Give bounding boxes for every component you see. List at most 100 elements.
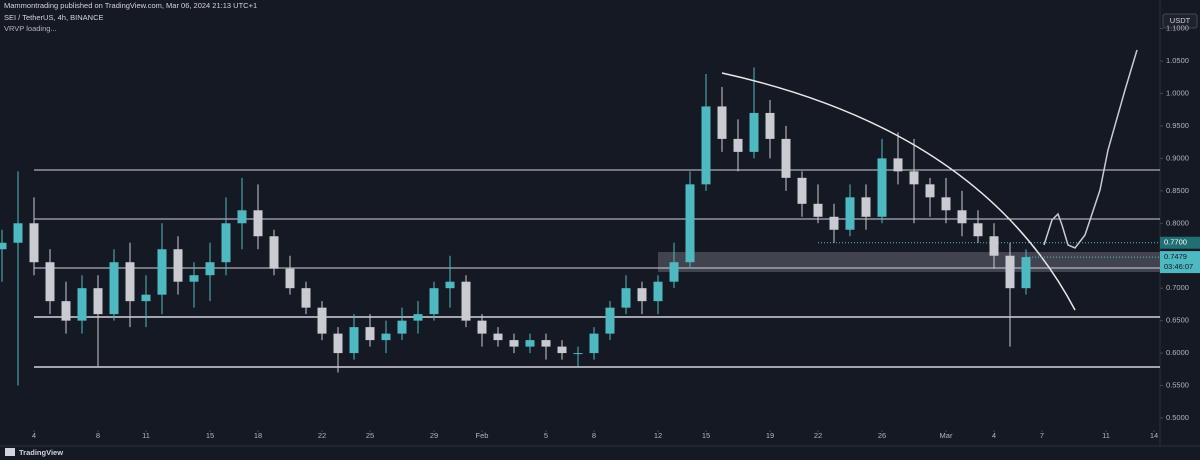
candle-body xyxy=(893,158,903,172)
candle-body xyxy=(269,236,279,269)
x-tick-label: 25 xyxy=(366,431,374,440)
x-tick-label: 8 xyxy=(592,431,596,440)
y-tick-label: 1.1000 xyxy=(1166,24,1189,33)
candle-body xyxy=(861,197,871,217)
x-tick-label: 22 xyxy=(814,431,822,440)
x-tick-label: 8 xyxy=(96,431,100,440)
candle-body xyxy=(669,262,679,282)
candle-body xyxy=(13,223,23,243)
y-tick-label: 0.5000 xyxy=(1166,413,1189,422)
candle-body xyxy=(365,327,375,341)
y-tick-label: 0.9500 xyxy=(1166,121,1189,130)
candle-body xyxy=(637,288,647,302)
x-tick-label: 4 xyxy=(992,431,996,440)
x-tick-label: Mar xyxy=(940,431,953,440)
zone xyxy=(658,251,1160,272)
candle-body xyxy=(829,216,839,230)
candle-body xyxy=(509,340,519,347)
last-price-box xyxy=(1160,251,1200,274)
candle-body xyxy=(685,184,695,263)
x-tick-label: 12 xyxy=(654,431,662,440)
candle-body xyxy=(749,112,759,152)
y-tick-label: 0.7000 xyxy=(1166,283,1189,292)
x-tick-label: 19 xyxy=(766,431,774,440)
candle-body xyxy=(541,340,551,347)
last-price-label: 0.7479 xyxy=(1164,252,1187,261)
candle-body xyxy=(333,333,343,354)
candle-body xyxy=(349,327,359,354)
candle-body xyxy=(557,346,567,354)
candle-body xyxy=(973,223,983,237)
x-tick-label: 4 xyxy=(32,431,36,440)
candle-body xyxy=(205,262,215,276)
x-tick-label: 18 xyxy=(254,431,262,440)
candle-body xyxy=(61,301,71,321)
y-tick-label: 1.0500 xyxy=(1166,56,1189,65)
x-tick-label: 15 xyxy=(206,431,214,440)
candle-body xyxy=(653,281,663,302)
y-tick-label: 0.8000 xyxy=(1166,218,1189,227)
countdown: 03:46:07 xyxy=(1164,262,1193,271)
x-tick-label: 7 xyxy=(1040,431,1044,440)
candle-body xyxy=(781,138,791,178)
candle-body xyxy=(109,262,119,315)
candle-body xyxy=(589,333,599,354)
candle-body xyxy=(941,197,951,211)
plot-area xyxy=(0,67,1160,386)
candle-body xyxy=(29,223,39,263)
x-tick-label: 22 xyxy=(318,431,326,440)
y-tick-label: 0.8500 xyxy=(1166,186,1189,195)
candle-body xyxy=(877,158,887,217)
header: Mammontrading published on TradingView.c… xyxy=(4,1,257,10)
candle-body xyxy=(173,249,183,282)
candle-body xyxy=(797,177,807,204)
candle-body xyxy=(621,288,631,308)
candle-body xyxy=(909,171,919,185)
candle-body xyxy=(445,281,455,289)
candle-body xyxy=(381,333,391,341)
candle-body xyxy=(813,203,823,217)
candle-body xyxy=(765,112,775,139)
x-tick-label: 26 xyxy=(878,431,886,440)
projection-drawing xyxy=(1043,49,1138,249)
x-tick-label: 11 xyxy=(1102,431,1110,440)
symbol-title: SEI / TetherUS, 4h, BINANCE xyxy=(4,13,104,22)
candle-body xyxy=(301,288,311,308)
candle-body xyxy=(125,262,135,302)
marked-price-box xyxy=(1160,236,1200,249)
candle-body xyxy=(317,307,327,334)
x-tick-label: Feb xyxy=(476,431,489,440)
candle-body xyxy=(733,138,743,152)
candle-body xyxy=(253,210,263,237)
candle-body xyxy=(573,353,583,355)
candle-body xyxy=(429,288,439,315)
candle-body xyxy=(957,210,967,224)
candle-body xyxy=(701,106,711,185)
currency: USDT xyxy=(1170,16,1191,25)
candle-body xyxy=(45,262,55,302)
candle-body xyxy=(925,184,935,198)
candle-body xyxy=(0,242,7,250)
candle-body xyxy=(397,320,407,334)
candle-body xyxy=(93,288,103,315)
candle-body xyxy=(525,340,535,347)
candle-body xyxy=(237,210,247,224)
indicator-status: VRVP loading... xyxy=(4,24,57,33)
x-tick-label: 29 xyxy=(430,431,438,440)
candle-body xyxy=(1005,255,1015,289)
arc-drawing xyxy=(721,72,1076,311)
candle-body xyxy=(461,281,471,321)
y-tick-label: 0.6500 xyxy=(1166,316,1189,325)
candle-body xyxy=(221,223,231,263)
candle-body xyxy=(141,294,151,302)
logo xyxy=(5,448,15,456)
candle-body xyxy=(717,106,727,139)
candle-body xyxy=(989,236,999,256)
y-tick-label: 0.9000 xyxy=(1166,153,1189,162)
marked-price-label: 0.7700 xyxy=(1164,238,1187,247)
candle-body xyxy=(1021,257,1031,289)
candle-body xyxy=(157,249,167,295)
footer: TradingView xyxy=(19,448,63,457)
